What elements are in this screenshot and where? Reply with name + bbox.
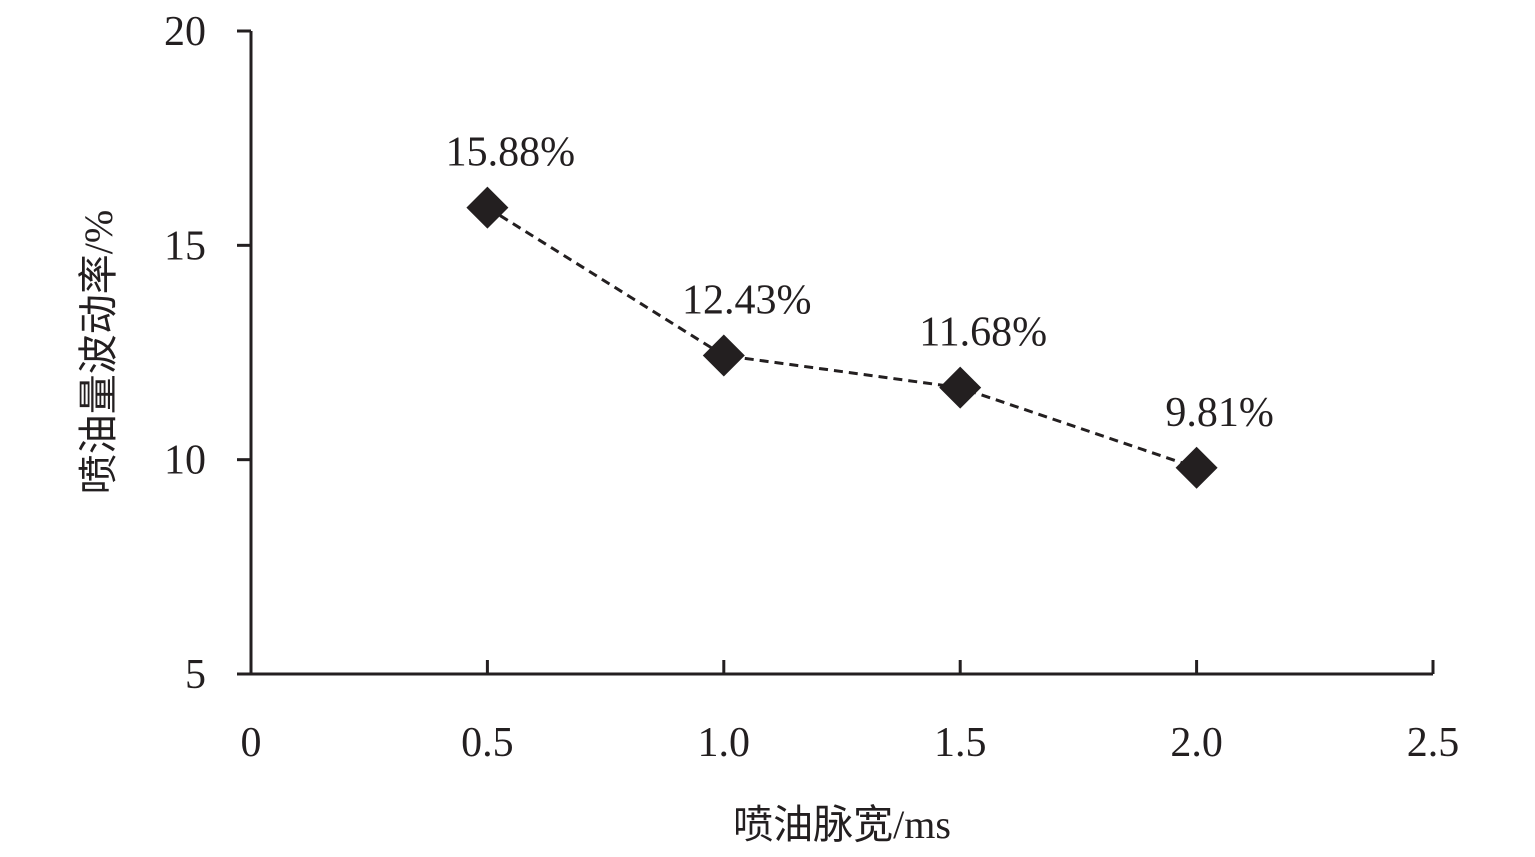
data-point-marker (1175, 446, 1218, 489)
x-tick-label: 2.0 (1170, 720, 1223, 766)
data-point-marker (702, 334, 745, 377)
data-label: 12.43% (682, 278, 812, 324)
data-point-marker (466, 186, 509, 229)
x-tick-label: 1.0 (698, 720, 751, 766)
axes: 5 10 15 20 0 0.5 1.0 1.5 2.0 2.5 (164, 9, 1459, 766)
y-axis-title: 喷油量波动率/% (76, 210, 121, 494)
data-label: 9.81% (1165, 390, 1274, 436)
y-tick-label: 20 (164, 9, 206, 55)
data-point-marker (939, 366, 982, 409)
y-tick-label: 5 (185, 652, 206, 698)
series: 15.88% 12.43% 11.68% 9.81% (446, 130, 1274, 489)
y-tick-label: 10 (164, 438, 206, 484)
x-tick-label: 0.5 (461, 720, 514, 766)
x-tick-label: 2.5 (1407, 720, 1460, 766)
x-tick-label: 1.5 (934, 720, 987, 766)
y-tick-label: 15 (164, 223, 206, 269)
series-line (486, 206, 1198, 470)
data-label: 11.68% (919, 310, 1047, 356)
x-tick-label: 0 (241, 720, 262, 766)
data-label: 15.88% (446, 130, 576, 176)
x-axis-title: 喷油脉宽/ms (733, 802, 951, 847)
